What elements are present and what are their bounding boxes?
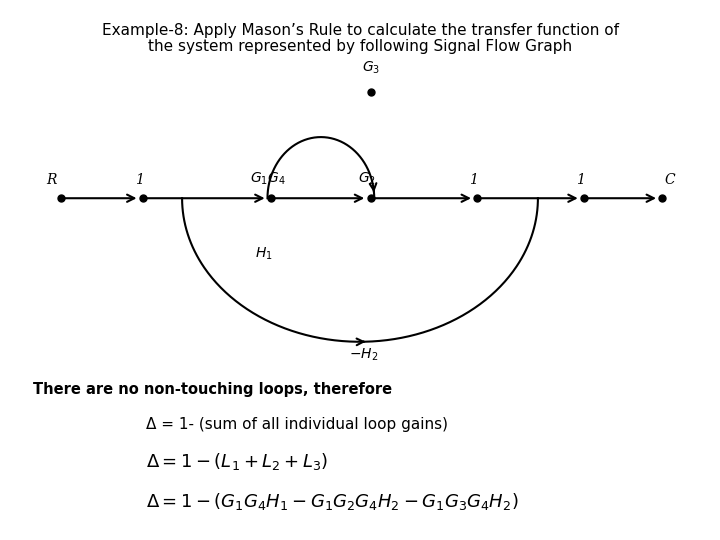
Text: $H_1$: $H_1$ <box>255 246 273 262</box>
Text: $-H_2$: $-H_2$ <box>349 347 378 363</box>
Text: $G_2$: $G_2$ <box>358 170 376 186</box>
Text: $\Delta = 1 - \left(L_1 + L_2 + L_3\right)$: $\Delta = 1 - \left(L_1 + L_2 + L_3\righ… <box>146 451 329 472</box>
Text: $\Delta = 1 - \left(G_1G_4H_1 - G_1G_2G_4H_2 - G_1G_3G_4H_2\right)$: $\Delta = 1 - \left(G_1G_4H_1 - G_1G_2G_… <box>146 491 519 512</box>
Text: Example-8: Apply Mason’s Rule to calculate the transfer function of: Example-8: Apply Mason’s Rule to calcula… <box>102 23 618 38</box>
Text: C: C <box>665 172 675 186</box>
Text: 1: 1 <box>135 172 144 186</box>
Text: Δ = 1- (sum of all individual loop gains): Δ = 1- (sum of all individual loop gains… <box>146 417 449 431</box>
Text: There are no non-touching loops, therefore: There are no non-touching loops, therefo… <box>32 382 392 397</box>
Text: R: R <box>47 172 57 186</box>
Text: $G_1G_4$: $G_1G_4$ <box>250 170 285 186</box>
Text: the system represented by following Signal Flow Graph: the system represented by following Sign… <box>148 39 572 53</box>
Text: 1: 1 <box>576 172 585 186</box>
Text: $G_3$: $G_3$ <box>361 59 379 76</box>
Text: 1: 1 <box>469 172 478 186</box>
